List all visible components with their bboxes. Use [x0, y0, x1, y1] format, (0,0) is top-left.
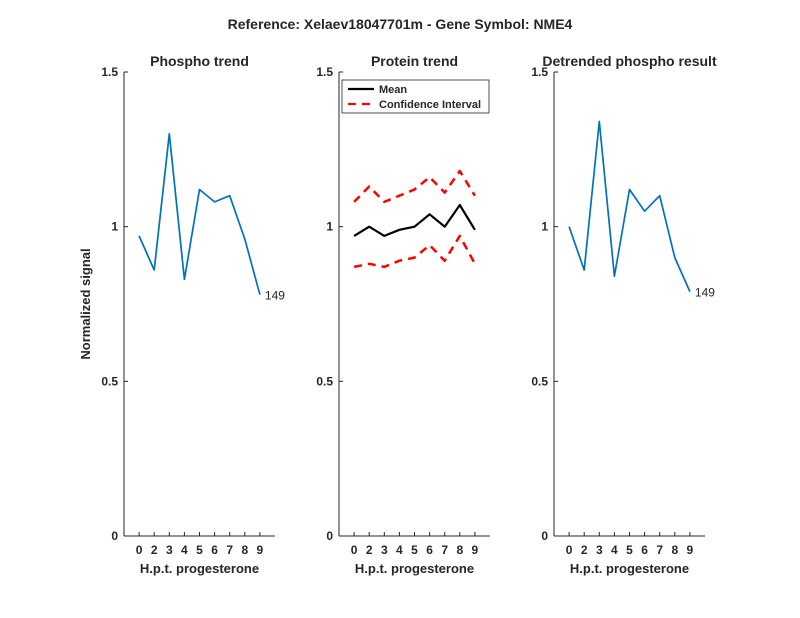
y-tick-label: 1.5 — [316, 65, 333, 79]
panel-title: Phospho trend — [150, 53, 249, 69]
end-point-label: 149 — [265, 289, 285, 303]
x-tick-label: 4 — [181, 543, 188, 557]
x-axis-label: H.p.t. progesterone — [140, 561, 259, 576]
y-tick-label: 1.5 — [531, 65, 548, 79]
x-tick-label: 3 — [381, 543, 388, 557]
x-tick-label: 7 — [441, 543, 448, 557]
figure-title: Reference: Xelaev18047701m - Gene Symbol… — [228, 16, 573, 32]
series-line-3 — [353, 234, 476, 269]
x-tick-label: 0 — [136, 543, 143, 557]
y-tick-label: 0.5 — [531, 374, 548, 388]
y-tick-label: 0 — [326, 529, 333, 543]
y-tick-label: 0 — [541, 529, 548, 543]
x-tick-label: 8 — [671, 543, 678, 557]
x-tick-label: 5 — [626, 543, 633, 557]
x-tick-label: 9 — [687, 543, 694, 557]
legend: Mean Confidence Interval — [341, 79, 490, 114]
x-tick-label: 3 — [166, 543, 173, 557]
x-tick-label: 4 — [611, 543, 618, 557]
legend-label: Confidence Interval — [379, 99, 481, 111]
series-line-2 — [353, 169, 476, 204]
legend-label: Mean — [379, 84, 407, 96]
end-point-label: 149 — [695, 286, 715, 300]
x-tick-label: 5 — [411, 543, 418, 557]
x-axis-label: H.p.t. progesterone — [570, 561, 689, 576]
y-tick-label: 1 — [541, 220, 548, 234]
x-tick-label: 6 — [211, 543, 218, 557]
y-tick-label: 1 — [326, 220, 333, 234]
x-tick-label: 2 — [151, 543, 158, 557]
x-axis-label: H.p.t. progesterone — [355, 561, 474, 576]
x-tick-label: 9 — [472, 543, 479, 557]
legend-box — [341, 79, 490, 114]
y-axis-label: Normalized signal — [78, 248, 93, 359]
x-tick-label: 9 — [257, 543, 264, 557]
x-tick-label: 2 — [366, 543, 373, 557]
x-tick-label: 7 — [656, 543, 663, 557]
x-tick-label: 7 — [226, 543, 233, 557]
x-tick-label: 5 — [196, 543, 203, 557]
panel-title: Protein trend — [371, 53, 458, 69]
x-tick-label: 0 — [566, 543, 573, 557]
x-tick-label: 0 — [351, 543, 358, 557]
x-tick-label: 3 — [596, 543, 603, 557]
y-tick-label: 0 — [111, 529, 118, 543]
y-tick-label: 0.5 — [101, 374, 118, 388]
x-tick-label: 8 — [456, 543, 463, 557]
x-tick-label: 8 — [241, 543, 248, 557]
x-tick-label: 6 — [426, 543, 433, 557]
series-line-1 — [568, 120, 691, 292]
series-line-1 — [353, 203, 476, 237]
x-tick-label: 2 — [581, 543, 588, 557]
series-line-1 — [138, 133, 261, 295]
y-tick-label: 1 — [111, 220, 118, 234]
panel-title: Detrended phospho result — [542, 53, 717, 69]
y-tick-label: 1.5 — [101, 65, 118, 79]
y-tick-label: 0.5 — [316, 374, 333, 388]
x-tick-label: 4 — [396, 543, 403, 557]
x-tick-label: 6 — [641, 543, 648, 557]
